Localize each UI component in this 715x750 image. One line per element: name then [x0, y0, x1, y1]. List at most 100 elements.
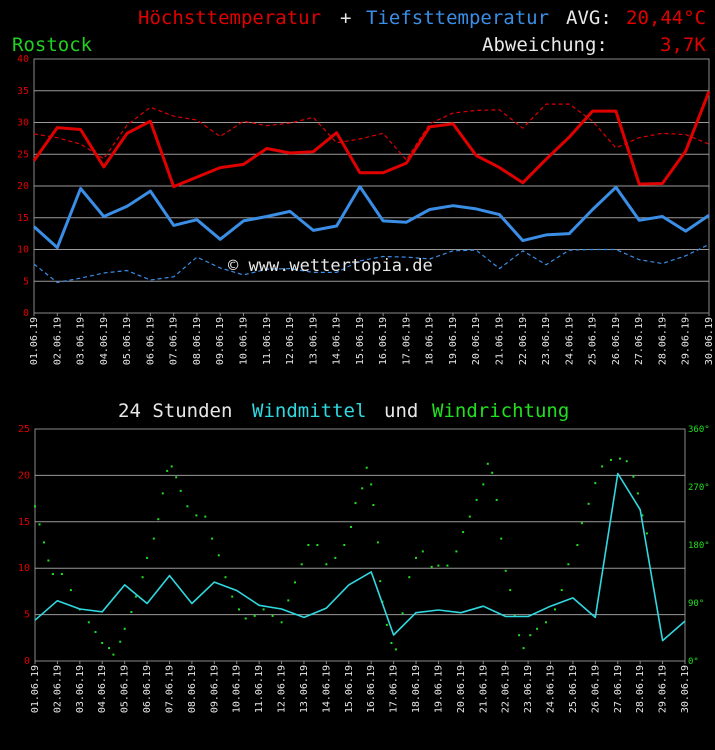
direction-point [486, 462, 489, 465]
direction-point [211, 537, 214, 540]
direction-point [509, 589, 512, 592]
x-tick-label: 16.06.19 [378, 317, 389, 365]
y2-tick-label: 360° [688, 425, 710, 435]
direction-point [576, 544, 579, 546]
x-tick-label: 28.06.19 [657, 317, 668, 365]
direction-point [554, 608, 556, 611]
direction-point [518, 634, 521, 637]
direction-point [51, 573, 54, 575]
dashed-series-3 [33, 243, 710, 284]
x-tick-label: 10.06.19 [238, 317, 249, 365]
direction-point [376, 541, 379, 544]
x-tick-label: 01.06.19 [30, 665, 41, 713]
y-tick-label: 0 [24, 656, 30, 667]
plot-frame [34, 428, 686, 662]
direction-point [522, 647, 525, 650]
direction-point [370, 483, 373, 486]
wind-title-mean: Windmittel [252, 400, 367, 422]
direction-point [152, 537, 155, 540]
direction-point [217, 554, 220, 557]
x-tick-label: 27.06.19 [613, 665, 624, 713]
direction-point [415, 556, 417, 559]
x-tick-label: 07.06.19 [169, 317, 180, 365]
direction-point [475, 498, 478, 501]
direction-point [529, 634, 532, 637]
direction-point [365, 466, 368, 469]
direction-point [455, 550, 458, 553]
x-tick-label: 24.06.19 [546, 665, 557, 713]
direction-point [632, 475, 635, 478]
direction-point [294, 581, 296, 584]
direction-point [390, 642, 393, 644]
y-tick-label: 20 [18, 470, 30, 481]
direction-point [161, 492, 164, 495]
x-tick-label: 22.06.19 [518, 317, 529, 365]
direction-point [316, 544, 319, 546]
direction-point [34, 505, 36, 508]
watermark: © www.wettertopia.de [228, 256, 433, 276]
direction-point [500, 537, 503, 540]
y-tick-label: 25 [17, 149, 29, 160]
y2-tick-label: 0° [688, 657, 699, 667]
x-tick-label: 05.06.19 [122, 317, 133, 365]
direction-point [238, 608, 240, 611]
wind-title-direction: Windrichtung [432, 400, 570, 422]
direction-point [262, 608, 265, 611]
direction-point [244, 617, 247, 620]
x-tick-label: 28.06.19 [635, 665, 646, 713]
y-tick-label: 15 [18, 517, 30, 528]
x-tick-label: 21.06.19 [495, 317, 506, 365]
direction-point [619, 457, 621, 460]
x-tick-label: 19.06.19 [433, 665, 444, 713]
y-tick-label: 10 [18, 563, 30, 574]
wind-title-and: und [384, 400, 419, 422]
direction-point [601, 465, 604, 468]
direction-point [300, 563, 303, 566]
direction-point [421, 550, 424, 553]
chart-title-max: Höchsttemperatur [138, 7, 322, 29]
x-tick-label: 12.06.19 [285, 317, 296, 365]
x-tick-label: 29.06.19 [658, 665, 669, 713]
direction-point [101, 642, 104, 644]
x-tick-label: 26.06.19 [611, 317, 622, 365]
direction-point [430, 565, 433, 568]
x-tick-label: 18.06.19 [411, 665, 422, 713]
direction-point [204, 515, 207, 518]
direction-point [587, 502, 590, 505]
x-tick-label: 08.06.19 [192, 317, 203, 365]
direction-point [495, 498, 498, 501]
direction-point [372, 504, 375, 506]
direction-point [361, 487, 364, 490]
direction-point [170, 465, 173, 468]
wind-mean-line [34, 472, 686, 642]
x-tick-label: 13.06.19 [299, 665, 310, 713]
y-tick-label: 20 [17, 181, 29, 192]
direction-point [271, 614, 274, 617]
direction-point [280, 621, 283, 624]
y-tick-label: 40 [17, 54, 29, 65]
x-tick-label: 30.06.19 [704, 317, 715, 365]
direction-point [130, 611, 133, 613]
direction-point [119, 640, 122, 643]
direction-point [610, 458, 612, 461]
y-tick-label: 10 [17, 245, 29, 256]
x-tick-label: 12.06.19 [277, 665, 288, 713]
direction-point [636, 492, 639, 495]
y-tick-label: 15 [17, 213, 29, 224]
y-tick-label: 35 [17, 86, 29, 97]
wind-title-prefix: 24 Stunden [118, 400, 233, 422]
direction-point [446, 564, 449, 567]
x-tick-label: 26.06.19 [590, 665, 601, 713]
x-tick-label: 13.06.19 [308, 317, 319, 365]
direction-point [482, 483, 485, 486]
direction-point [307, 544, 310, 546]
x-tick-label: 21.06.19 [478, 665, 489, 713]
y2-tick-label: 270° [688, 483, 710, 493]
direction-point [580, 522, 583, 525]
direction-point [325, 563, 328, 566]
x-tick-label: 09.06.19 [215, 317, 226, 365]
avg-value: 20,44°C [626, 7, 707, 29]
direction-point [560, 589, 563, 592]
x-tick-label: 15.06.19 [344, 665, 355, 713]
x-tick-label: 14.06.19 [321, 665, 332, 713]
